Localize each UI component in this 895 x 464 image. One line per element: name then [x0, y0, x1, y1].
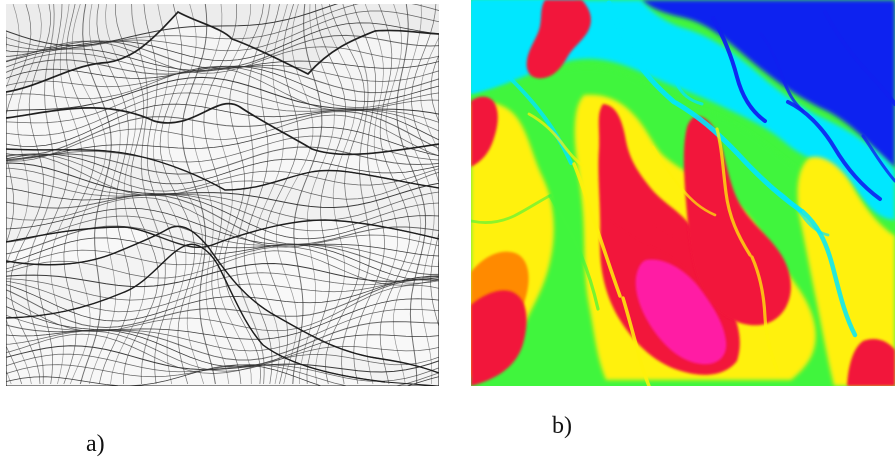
elevation-map-image — [471, 0, 895, 386]
cyan-region — [471, 0, 895, 220]
red-region-center-right — [683, 116, 791, 326]
yellow-region-right — [797, 156, 895, 386]
terrain-contour-lines — [6, 10, 439, 383]
caption-a: a) — [86, 431, 105, 457]
red-region-bottom-right — [847, 339, 895, 386]
wireframe-terrain-image — [6, 4, 439, 386]
magenta-region — [635, 259, 727, 365]
drainage-network — [471, 0, 895, 386]
elevation-map-panel — [471, 0, 895, 386]
blue-region — [641, 0, 895, 168]
wireframe-terrain-panel — [6, 4, 439, 386]
red-region-left-edge — [471, 96, 498, 167]
red-region-top-left — [526, 0, 591, 79]
red-region-lower-left — [471, 290, 527, 386]
caption-b: b) — [552, 413, 572, 439]
wireframe-mesh-lines — [6, 4, 439, 386]
